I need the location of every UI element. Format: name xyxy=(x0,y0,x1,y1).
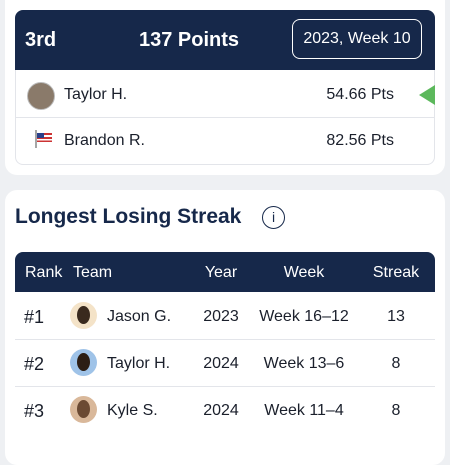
year-cell: 2024 xyxy=(203,402,239,419)
column-header: Week xyxy=(283,264,325,281)
period-button[interactable]: 2023, Week 10 xyxy=(292,19,422,59)
screen: 3rd 137 Points 2023, Week 10 Taylor H. 5… xyxy=(5,0,445,465)
rank-cell: #1 xyxy=(24,307,45,327)
team-avatar xyxy=(70,302,97,329)
week-cell: Week 16–12 xyxy=(259,308,349,325)
info-button[interactable]: i xyxy=(262,206,285,229)
divider xyxy=(15,386,435,387)
table-body: #1 Jason G. 2023 Week 16–12 13 #2 Taylor H. 202… xyxy=(15,292,435,442)
player-points: 82.56 Pts xyxy=(326,132,394,149)
section-title: Longest Losing Streak xyxy=(15,205,242,228)
streak-cell: 8 xyxy=(391,355,401,372)
player-points: 54.66 Pts xyxy=(326,86,394,103)
avatar-face xyxy=(77,353,90,371)
flag-icon xyxy=(35,130,52,148)
year-cell: 2024 xyxy=(203,355,239,372)
avatar-face xyxy=(77,306,90,324)
avatar-face xyxy=(77,400,90,418)
column-header: Streak xyxy=(372,264,420,281)
year-cell: 2023 xyxy=(203,308,239,325)
streak-cell: 13 xyxy=(387,308,405,325)
week-cell: Week 11–4 xyxy=(264,402,344,419)
team-cell: Kyle S. xyxy=(107,402,158,419)
points: 137 Points xyxy=(139,29,240,51)
rank-cell: #2 xyxy=(24,354,45,374)
column-header: Rank xyxy=(25,264,63,281)
player-name: Brandon R. xyxy=(64,132,145,149)
team-cell: Taylor H. xyxy=(107,355,171,372)
week-cell: Week 13–6 xyxy=(263,355,345,372)
matchup-rows: Taylor H. 54.66 Pts Brandon R. 82.56 Pts xyxy=(15,70,435,165)
avatar xyxy=(27,82,55,110)
winner-marker xyxy=(419,85,435,105)
divider xyxy=(15,339,435,340)
rank: 3rd xyxy=(25,29,57,51)
team-avatar xyxy=(70,349,97,376)
team-avatar xyxy=(70,396,97,423)
divider xyxy=(16,117,434,118)
team-cell: Jason G. xyxy=(107,308,172,325)
rank-cell: #3 xyxy=(24,401,45,421)
player-name: Taylor H. xyxy=(64,86,128,103)
page: html, body { margin: 0; padding: 0; } bo… xyxy=(5,0,445,465)
streak-cell: 8 xyxy=(391,402,401,419)
column-header: Year xyxy=(204,264,238,281)
column-header: Team xyxy=(73,264,113,281)
table-header: Rank Team Year Week Streak xyxy=(15,252,435,292)
matchup-header: 3rd 137 Points 2023, Week 10 xyxy=(15,10,435,70)
